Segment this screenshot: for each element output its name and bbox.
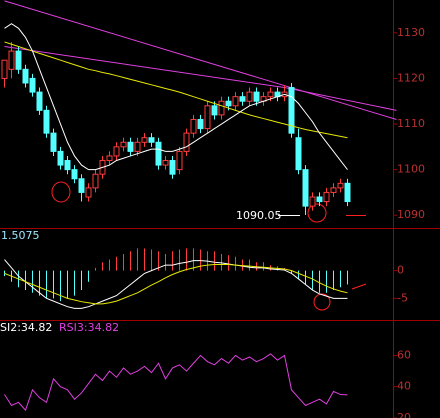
candle-body bbox=[64, 160, 71, 171]
candle-body bbox=[134, 141, 141, 152]
moving-average bbox=[4, 23, 348, 171]
candle-body bbox=[316, 196, 323, 203]
y-tick-label: 1110 bbox=[397, 117, 425, 130]
candle-body bbox=[78, 178, 85, 193]
candle-body bbox=[225, 100, 232, 107]
candle-body bbox=[15, 50, 22, 70]
candle-body bbox=[330, 187, 337, 193]
candle-body bbox=[57, 150, 64, 166]
candle-body bbox=[169, 160, 176, 175]
candle-body bbox=[155, 141, 162, 166]
candle-body bbox=[288, 87, 295, 134]
moving-average bbox=[4, 41, 348, 139]
candle-body bbox=[148, 137, 155, 143]
candle-body bbox=[141, 137, 148, 143]
candle-body bbox=[246, 91, 253, 102]
y-tick-label: 0 bbox=[397, 264, 404, 277]
rsi-header: SI2:34.82 bbox=[0, 321, 52, 334]
candle-body bbox=[232, 96, 239, 107]
trendline bbox=[4, 0, 397, 120]
low-annotation: 1090.05 bbox=[236, 209, 282, 222]
y-tick-label: 20 bbox=[397, 411, 411, 418]
candle-body bbox=[162, 160, 169, 166]
candle-body bbox=[29, 77, 36, 93]
candle-body bbox=[85, 187, 92, 198]
candle-body bbox=[267, 91, 274, 98]
candle-body bbox=[50, 132, 57, 152]
rsi-header: RSI3:34.82 bbox=[59, 321, 119, 334]
y-tick-label: 40 bbox=[397, 380, 411, 393]
candle-body bbox=[309, 196, 316, 207]
highlight-circle bbox=[313, 293, 331, 311]
candle-body bbox=[295, 137, 302, 171]
y-tick-label: -5 bbox=[397, 291, 408, 304]
candle-body bbox=[253, 91, 260, 102]
highlight-circle bbox=[51, 181, 71, 203]
macd-line bbox=[4, 264, 348, 305]
candle-body bbox=[204, 105, 211, 130]
candle-body bbox=[239, 96, 246, 102]
candle-body bbox=[92, 173, 99, 189]
candle-body bbox=[197, 118, 204, 130]
candle-body bbox=[127, 141, 134, 152]
highlight-circle bbox=[307, 203, 327, 223]
candle-body bbox=[1, 59, 8, 79]
candle-body bbox=[323, 191, 330, 203]
rsi-line bbox=[4, 353, 348, 412]
candle-body bbox=[183, 132, 190, 152]
candle-body bbox=[43, 109, 50, 134]
candle-body bbox=[22, 68, 29, 84]
candle-body bbox=[120, 141, 127, 148]
trendline bbox=[4, 46, 397, 111]
y-tick-label: 1090 bbox=[397, 208, 425, 221]
candle-body bbox=[176, 150, 183, 171]
y-tick-label: 1130 bbox=[397, 26, 425, 39]
candle-body bbox=[8, 50, 15, 70]
candle-body bbox=[211, 105, 218, 116]
candle-body bbox=[302, 169, 309, 207]
y-tick-label: 1120 bbox=[397, 71, 425, 84]
candle-body bbox=[71, 169, 78, 180]
candle-body bbox=[344, 182, 351, 203]
marker-line bbox=[351, 283, 367, 290]
candle-body bbox=[337, 182, 344, 189]
candle-body bbox=[106, 155, 113, 162]
y-tick-label: 1100 bbox=[397, 163, 425, 176]
candle-body bbox=[218, 100, 225, 116]
macd-line bbox=[4, 259, 348, 309]
macd-header: 1.5075 bbox=[1, 229, 40, 242]
candle-body bbox=[113, 146, 120, 157]
candle-body bbox=[36, 91, 43, 111]
candle-body bbox=[190, 118, 197, 134]
y-tick-label: 60 bbox=[397, 348, 411, 361]
